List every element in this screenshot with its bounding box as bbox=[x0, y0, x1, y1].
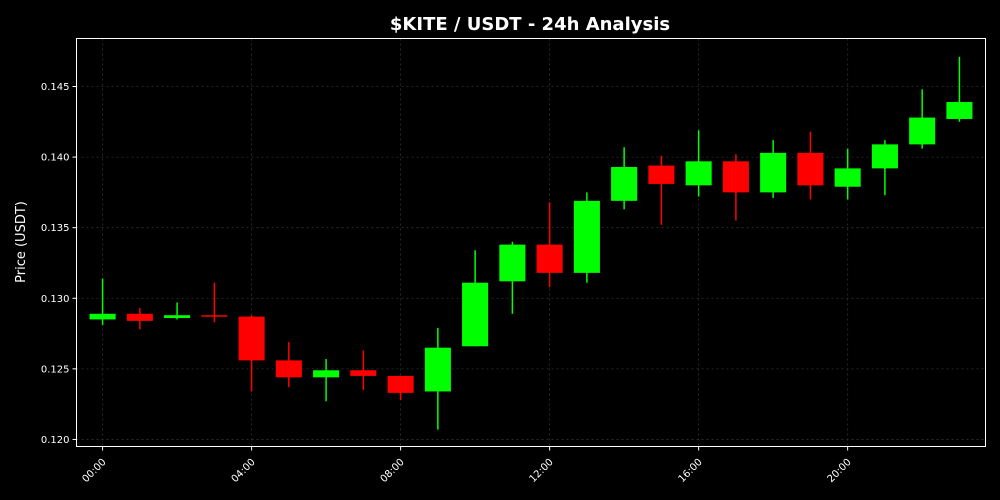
candle-up bbox=[760, 140, 787, 199]
candle-body bbox=[89, 313, 116, 320]
candle-body bbox=[834, 168, 861, 187]
candle-body bbox=[573, 200, 600, 273]
y-tick-label: 0.145 bbox=[41, 82, 70, 93]
candle-body bbox=[946, 102, 973, 119]
y-axis-label: Price (USDT) bbox=[14, 201, 29, 283]
candle-up bbox=[611, 147, 638, 210]
candle-up bbox=[685, 130, 712, 197]
candle-up bbox=[499, 241, 526, 314]
candle-body bbox=[126, 313, 153, 321]
candle-down bbox=[722, 154, 749, 221]
candle-down bbox=[350, 350, 377, 391]
candle-body bbox=[909, 117, 936, 145]
candle-up bbox=[89, 278, 116, 326]
candle-body bbox=[722, 161, 749, 193]
candle-body bbox=[164, 315, 191, 319]
candle-down bbox=[201, 282, 228, 323]
candle-body bbox=[238, 316, 265, 361]
chart-title: $KITE / USDT - 24h Analysis bbox=[390, 14, 670, 35]
y-tick-label: 0.140 bbox=[41, 153, 70, 164]
candle-body bbox=[685, 161, 712, 186]
candle-body bbox=[462, 282, 489, 347]
candles bbox=[89, 56, 973, 430]
candle-body bbox=[499, 244, 526, 282]
y-axis-ticks: 0.120 0.125 0.130 0.135 0.140 0.145 bbox=[41, 82, 77, 446]
candle-body bbox=[536, 244, 563, 273]
y-tick-label: 0.120 bbox=[41, 435, 70, 446]
candle-body bbox=[760, 152, 787, 193]
candle-down bbox=[797, 131, 824, 200]
candle-up bbox=[573, 192, 600, 283]
candle-down bbox=[387, 375, 414, 400]
candle-up bbox=[909, 89, 936, 149]
candle-body bbox=[201, 315, 228, 317]
candle-up bbox=[946, 56, 973, 122]
candle-down bbox=[275, 342, 302, 388]
candle-up bbox=[462, 250, 489, 347]
candle-up bbox=[424, 327, 451, 430]
candle-body bbox=[648, 165, 675, 184]
y-tick-label: 0.135 bbox=[41, 223, 70, 234]
candle-down bbox=[126, 308, 153, 330]
candle-body bbox=[611, 166, 638, 201]
candle-body bbox=[387, 375, 414, 393]
candle-body bbox=[424, 347, 451, 392]
y-tick-label: 0.125 bbox=[41, 364, 70, 375]
candle-down bbox=[536, 202, 563, 287]
candle-up bbox=[164, 302, 191, 320]
plot-area bbox=[76, 38, 986, 447]
candle-body bbox=[313, 370, 340, 378]
plot-frame bbox=[76, 38, 986, 447]
candle-down bbox=[648, 155, 675, 225]
y-tick-label: 0.130 bbox=[41, 294, 70, 305]
candle-body bbox=[871, 144, 898, 169]
candle-body bbox=[275, 360, 302, 378]
candle-down bbox=[238, 315, 265, 392]
candle-up bbox=[834, 148, 861, 200]
candle-up bbox=[313, 358, 340, 402]
candle-body bbox=[797, 152, 824, 186]
candle-up bbox=[871, 140, 898, 196]
candle-body bbox=[350, 370, 377, 376]
